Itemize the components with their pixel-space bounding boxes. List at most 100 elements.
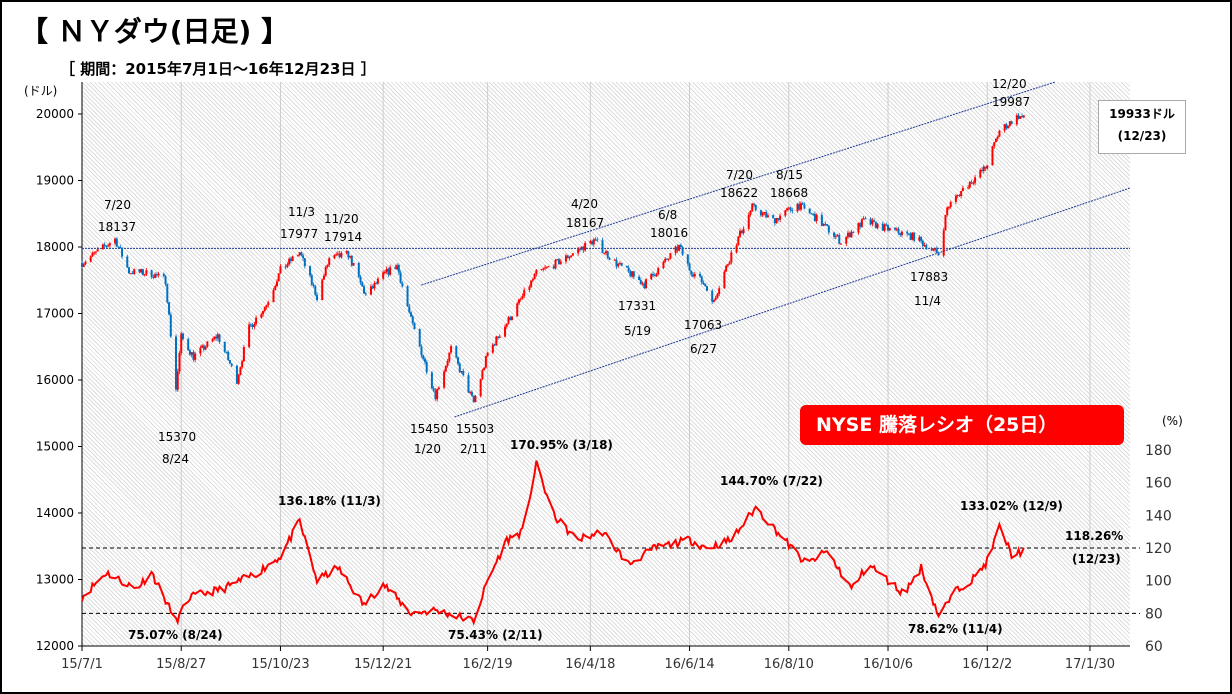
candle-up (747, 214, 750, 229)
candle-up (667, 258, 670, 260)
candle-up (328, 258, 331, 265)
candle-down (467, 375, 470, 393)
candle-up (918, 237, 921, 241)
candle-down (316, 294, 319, 301)
candle-up (288, 258, 291, 265)
candle-up (528, 286, 531, 290)
annot-value: 15503 (456, 422, 495, 436)
candle-up (253, 324, 256, 328)
candle-up (730, 252, 733, 263)
right-axis-unit: (%) (1162, 414, 1183, 428)
candle-up (739, 230, 742, 237)
annot-date: 4/20 (571, 197, 598, 211)
candle-down (803, 204, 806, 209)
candle-up (483, 367, 486, 371)
candle-up (474, 396, 477, 403)
candle-down (906, 231, 909, 234)
right-tick-label: 140 (1145, 508, 1172, 524)
candle-down (813, 214, 816, 221)
candle-down (472, 395, 475, 403)
candle-up (194, 353, 197, 360)
candle-down (820, 214, 823, 226)
candle-up (968, 182, 971, 188)
annot-value: 17063 (684, 318, 723, 332)
candle-up (91, 252, 94, 257)
annot-date: 11/20 (324, 212, 359, 226)
candle-up (605, 251, 607, 253)
candle-down (401, 282, 404, 287)
candle-down (470, 391, 473, 396)
candle-down (596, 239, 599, 241)
candle-down (810, 213, 813, 215)
candle-up (286, 264, 289, 267)
candle-down (920, 237, 923, 241)
candle-down (289, 258, 292, 261)
candle-down (411, 316, 414, 324)
candle-up (340, 252, 343, 258)
ratio-annot: 118.26% (1065, 529, 1124, 543)
candle-up (216, 334, 219, 339)
candle-down (566, 255, 569, 259)
candle-down (833, 232, 836, 237)
candle-down (300, 252, 303, 256)
trend-line (421, 81, 1056, 286)
candle-up (763, 212, 766, 214)
candle-up (577, 249, 580, 254)
candle-down (711, 290, 714, 302)
candle-up (504, 326, 507, 337)
annot-value: 15370 (158, 430, 197, 444)
candle-up (352, 263, 355, 266)
ratio-annot: 75.07% (8/24) (128, 628, 223, 642)
candle-up (206, 341, 209, 347)
chart-title: 【 ＮＹダウ(日足) 】 (20, 15, 290, 48)
candle-up (519, 298, 522, 300)
candle-up (799, 203, 802, 210)
annot-value: 19987 (992, 95, 1031, 109)
candle-up (322, 275, 325, 280)
candle-up (335, 254, 338, 256)
candle-down (937, 252, 940, 256)
candle-down (187, 339, 190, 351)
candle-up (369, 286, 372, 295)
candle-up (383, 271, 386, 273)
candle-up (998, 130, 1001, 137)
candle-down (869, 218, 872, 225)
ratio-annot: 75.43% (2/11) (448, 628, 543, 642)
candle-down (105, 245, 108, 247)
candle-up (498, 336, 501, 338)
candle-up (495, 336, 498, 346)
candle-down (230, 363, 233, 366)
candle-up (796, 203, 799, 212)
candle-down (688, 263, 691, 271)
candle-down (981, 169, 984, 172)
candle-up (996, 136, 999, 139)
candle-up (589, 241, 592, 244)
x-tick-label: 15/8/27 (156, 657, 206, 672)
candle-up (737, 236, 740, 246)
candle-up (291, 256, 294, 261)
candle-down (249, 324, 252, 326)
candle-down (665, 258, 668, 260)
candle-up (324, 266, 327, 276)
candle-up (521, 296, 524, 299)
candle-down (935, 248, 938, 253)
candle-up (533, 274, 536, 280)
candle-down (808, 208, 811, 214)
candle-down (138, 269, 141, 273)
candle-up (129, 273, 132, 275)
candle-up (716, 294, 719, 298)
candle-up (725, 265, 728, 272)
candle-down (397, 265, 400, 273)
candle-down (408, 306, 411, 313)
candle-up (650, 274, 653, 280)
candle-up (448, 352, 451, 362)
candle-down (772, 215, 775, 219)
last-date: (12/23) (1117, 129, 1167, 143)
candle-down (152, 276, 155, 278)
right-tick-label: 80 (1145, 606, 1163, 622)
candle-down (251, 324, 254, 328)
annot-date: 12/20 (992, 77, 1027, 91)
candle-down (970, 182, 973, 184)
candle-down (497, 336, 500, 338)
last-price-box: 19933ドル (12/23) (1098, 100, 1186, 154)
